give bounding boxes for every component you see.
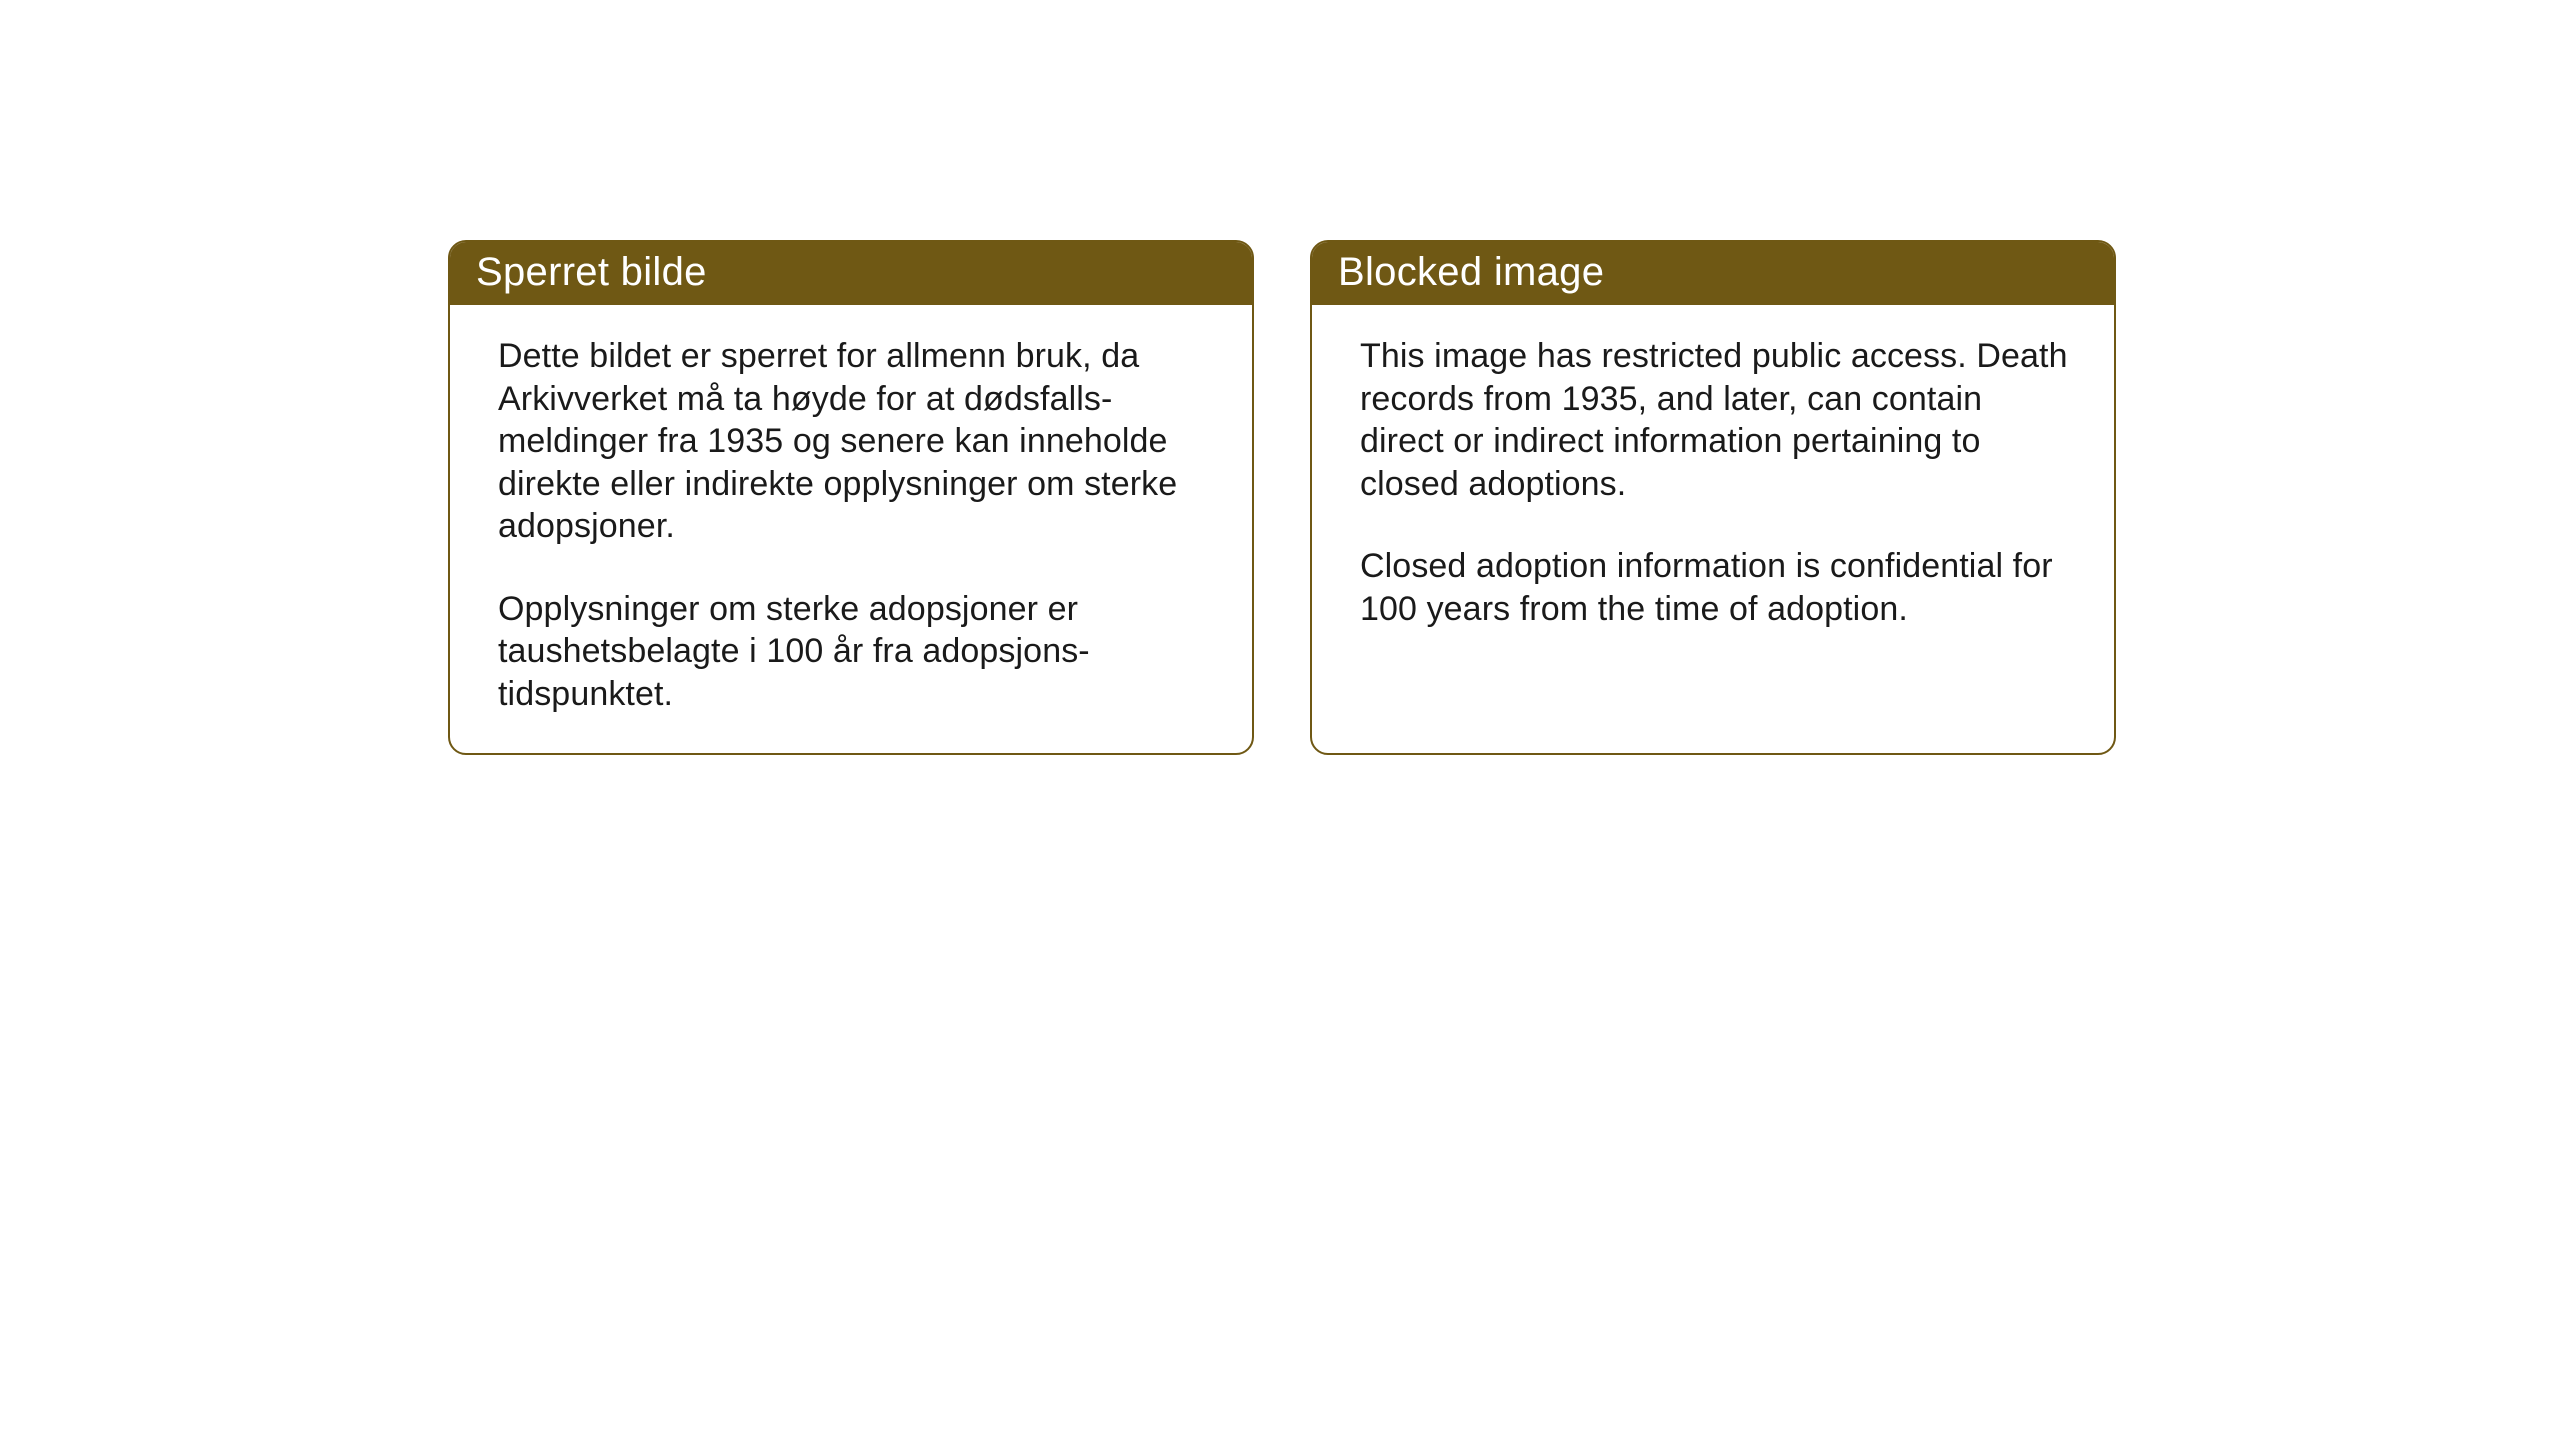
norwegian-card-body: Dette bildet er sperret for allmenn bruk… — [450, 305, 1252, 753]
english-card-body: This image has restricted public access.… — [1312, 305, 2114, 668]
notice-cards-container: Sperret bilde Dette bildet er sperret fo… — [448, 240, 2116, 755]
norwegian-card-title: Sperret bilde — [450, 242, 1252, 305]
norwegian-paragraph-1: Dette bildet er sperret for allmenn bruk… — [498, 335, 1208, 548]
english-notice-card: Blocked image This image has restricted … — [1310, 240, 2116, 755]
english-paragraph-2: Closed adoption information is confident… — [1360, 545, 2070, 630]
english-card-title: Blocked image — [1312, 242, 2114, 305]
english-paragraph-1: This image has restricted public access.… — [1360, 335, 2070, 505]
norwegian-notice-card: Sperret bilde Dette bildet er sperret fo… — [448, 240, 1254, 755]
norwegian-paragraph-2: Opplysninger om sterke adopsjoner er tau… — [498, 588, 1208, 716]
